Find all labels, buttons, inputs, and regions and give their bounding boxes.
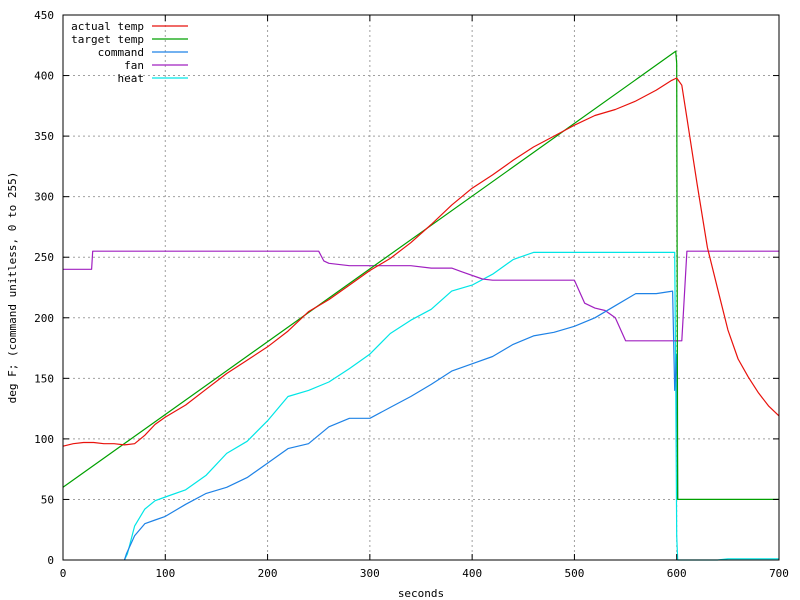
y-tick-label: 50 (41, 493, 54, 506)
y-axis-title: deg F; (command unitless, 0 to 255) (6, 172, 19, 404)
legend-label: command (98, 46, 144, 59)
y-tick-label: 400 (34, 70, 54, 83)
x-axis-title: seconds (398, 587, 444, 600)
x-tick-label: 300 (360, 567, 380, 580)
y-tick-label: 350 (34, 130, 54, 143)
y-tick-label: 250 (34, 251, 54, 264)
x-tick-label: 600 (667, 567, 687, 580)
x-tick-label: 500 (564, 567, 584, 580)
plot-area-border (62, 14, 780, 561)
y-tick-label: 150 (34, 372, 54, 385)
legend-label: target temp (71, 33, 144, 46)
x-tick-label: 700 (769, 567, 789, 580)
y-tick-label: 300 (34, 191, 54, 204)
y-tick-label: 100 (34, 433, 54, 446)
y-tick-label: 200 (34, 312, 54, 325)
x-tick-label: 200 (258, 567, 278, 580)
x-tick-label: 100 (155, 567, 175, 580)
legend-label: fan (124, 59, 144, 72)
series-line-actual-temp (62, 77, 780, 447)
series-line-command (123, 290, 679, 561)
series-line-fan (63, 250, 779, 342)
series-line-target-temp (62, 50, 779, 500)
series-lines (62, 50, 780, 561)
x-tick-label: 0 (60, 567, 67, 580)
legend-label: heat (118, 72, 145, 85)
legend-label: actual temp (71, 20, 144, 33)
x-tick-label: 400 (462, 567, 482, 580)
axis-ticks (62, 14, 780, 561)
grid-lines (63, 15, 779, 560)
y-tick-label: 450 (34, 9, 54, 22)
series-line-heat (123, 251, 779, 561)
axis-tick-labels: 0 100 200 300 400 500 600 700 0 50 100 150 200 250 300… (34, 9, 789, 580)
y-tick-label: 0 (47, 554, 54, 567)
